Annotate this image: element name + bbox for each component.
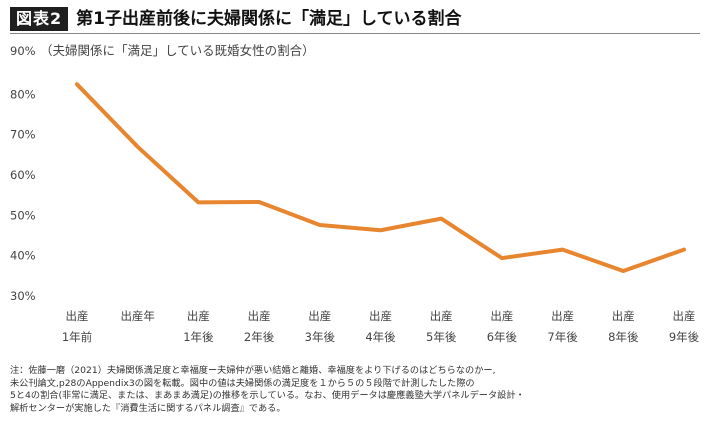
x-tick-label: 3年後 bbox=[305, 330, 336, 344]
chart-subtitle: （夫婦関係に「満足」している既婚女性の割合） bbox=[40, 43, 315, 58]
y-tick-label: 60% bbox=[10, 168, 36, 182]
series-line bbox=[75, 82, 686, 273]
x-axis-ticks: 出産 1年前 出産年 出産 1年後 出産 2年後 出産 3年後 出産 4年後 出産 5年後 出産 6年後 出産… bbox=[62, 309, 700, 344]
x-tick-label: 7年後 bbox=[547, 330, 578, 344]
y-tick-label: 50% bbox=[10, 208, 36, 222]
x-tick-label: 8年後 bbox=[608, 330, 639, 344]
x-tick-label: 出産年 bbox=[120, 309, 155, 323]
x-tick-label: 出産 bbox=[187, 309, 210, 323]
y-tick-label: 70% bbox=[10, 128, 36, 142]
x-tick-label: 出産 bbox=[612, 309, 635, 323]
y-axis-ticks: 30% 40% 50% 60% 70% 80% 90% bbox=[10, 44, 36, 303]
y-tick-label: 30% bbox=[10, 289, 36, 303]
x-tick-label: 出産 bbox=[430, 309, 453, 323]
x-tick-label: 出産 bbox=[673, 309, 696, 323]
footnote-line: 5と4の割合(非常に満足、または、まあまあ満足)の推移を示している。なお、使用デ… bbox=[10, 390, 525, 402]
y-tick-label: 40% bbox=[10, 249, 36, 263]
x-tick-label: 5年後 bbox=[426, 330, 457, 344]
x-tick-label: 6年後 bbox=[487, 330, 518, 344]
x-tick-label: 出産 bbox=[490, 309, 513, 323]
y-tick-label: 80% bbox=[10, 87, 36, 101]
x-tick-label: 出産 bbox=[369, 309, 392, 323]
x-tick-label: 出産 bbox=[308, 309, 331, 323]
x-tick-label: 出産 bbox=[66, 309, 89, 323]
x-tick-label: 出産 bbox=[248, 309, 271, 323]
y-tick-label: 90% bbox=[10, 44, 36, 58]
x-tick-label: 1年後 bbox=[183, 330, 214, 344]
x-tick-label: 1年前 bbox=[62, 330, 92, 344]
footnote-line: 注：佐藤一磨（2021）夫婦関係満足度と幸福度ー夫婦仲が悪い結婚と離婚、幸福度を… bbox=[10, 365, 496, 376]
figure-header: 図表2 第1子出産前後に夫婦関係に「満足」している割合 bbox=[10, 7, 461, 31]
figure-title: 第1子出産前後に夫婦関係に「満足」している割合 bbox=[76, 9, 462, 29]
header-divider bbox=[10, 33, 700, 34]
x-tick-label: 2年後 bbox=[244, 330, 275, 344]
x-tick-label: 9年後 bbox=[669, 330, 700, 344]
footnote-line: 未公刊論文,p28のAppendix3の図を転載。図中の値は夫婦関係の満足度を１… bbox=[10, 377, 475, 389]
figure-badge: 図表2 bbox=[10, 7, 69, 31]
line-chart: （夫婦関係に「満足」している既婚女性の割合） 30% 40% 50% 60% 70% 80… bbox=[10, 43, 700, 344]
x-tick-label: 4年後 bbox=[365, 330, 396, 344]
footnote: 注：佐藤一磨（2021）夫婦関係満足度と幸福度ー夫婦仲が悪い結婚と離婚、幸福度を… bbox=[10, 365, 700, 415]
footnote-line: 解析センターが実施した『消費生活に関するパネル調査』である。 bbox=[10, 402, 286, 414]
x-tick-label: 出産 bbox=[551, 309, 574, 323]
